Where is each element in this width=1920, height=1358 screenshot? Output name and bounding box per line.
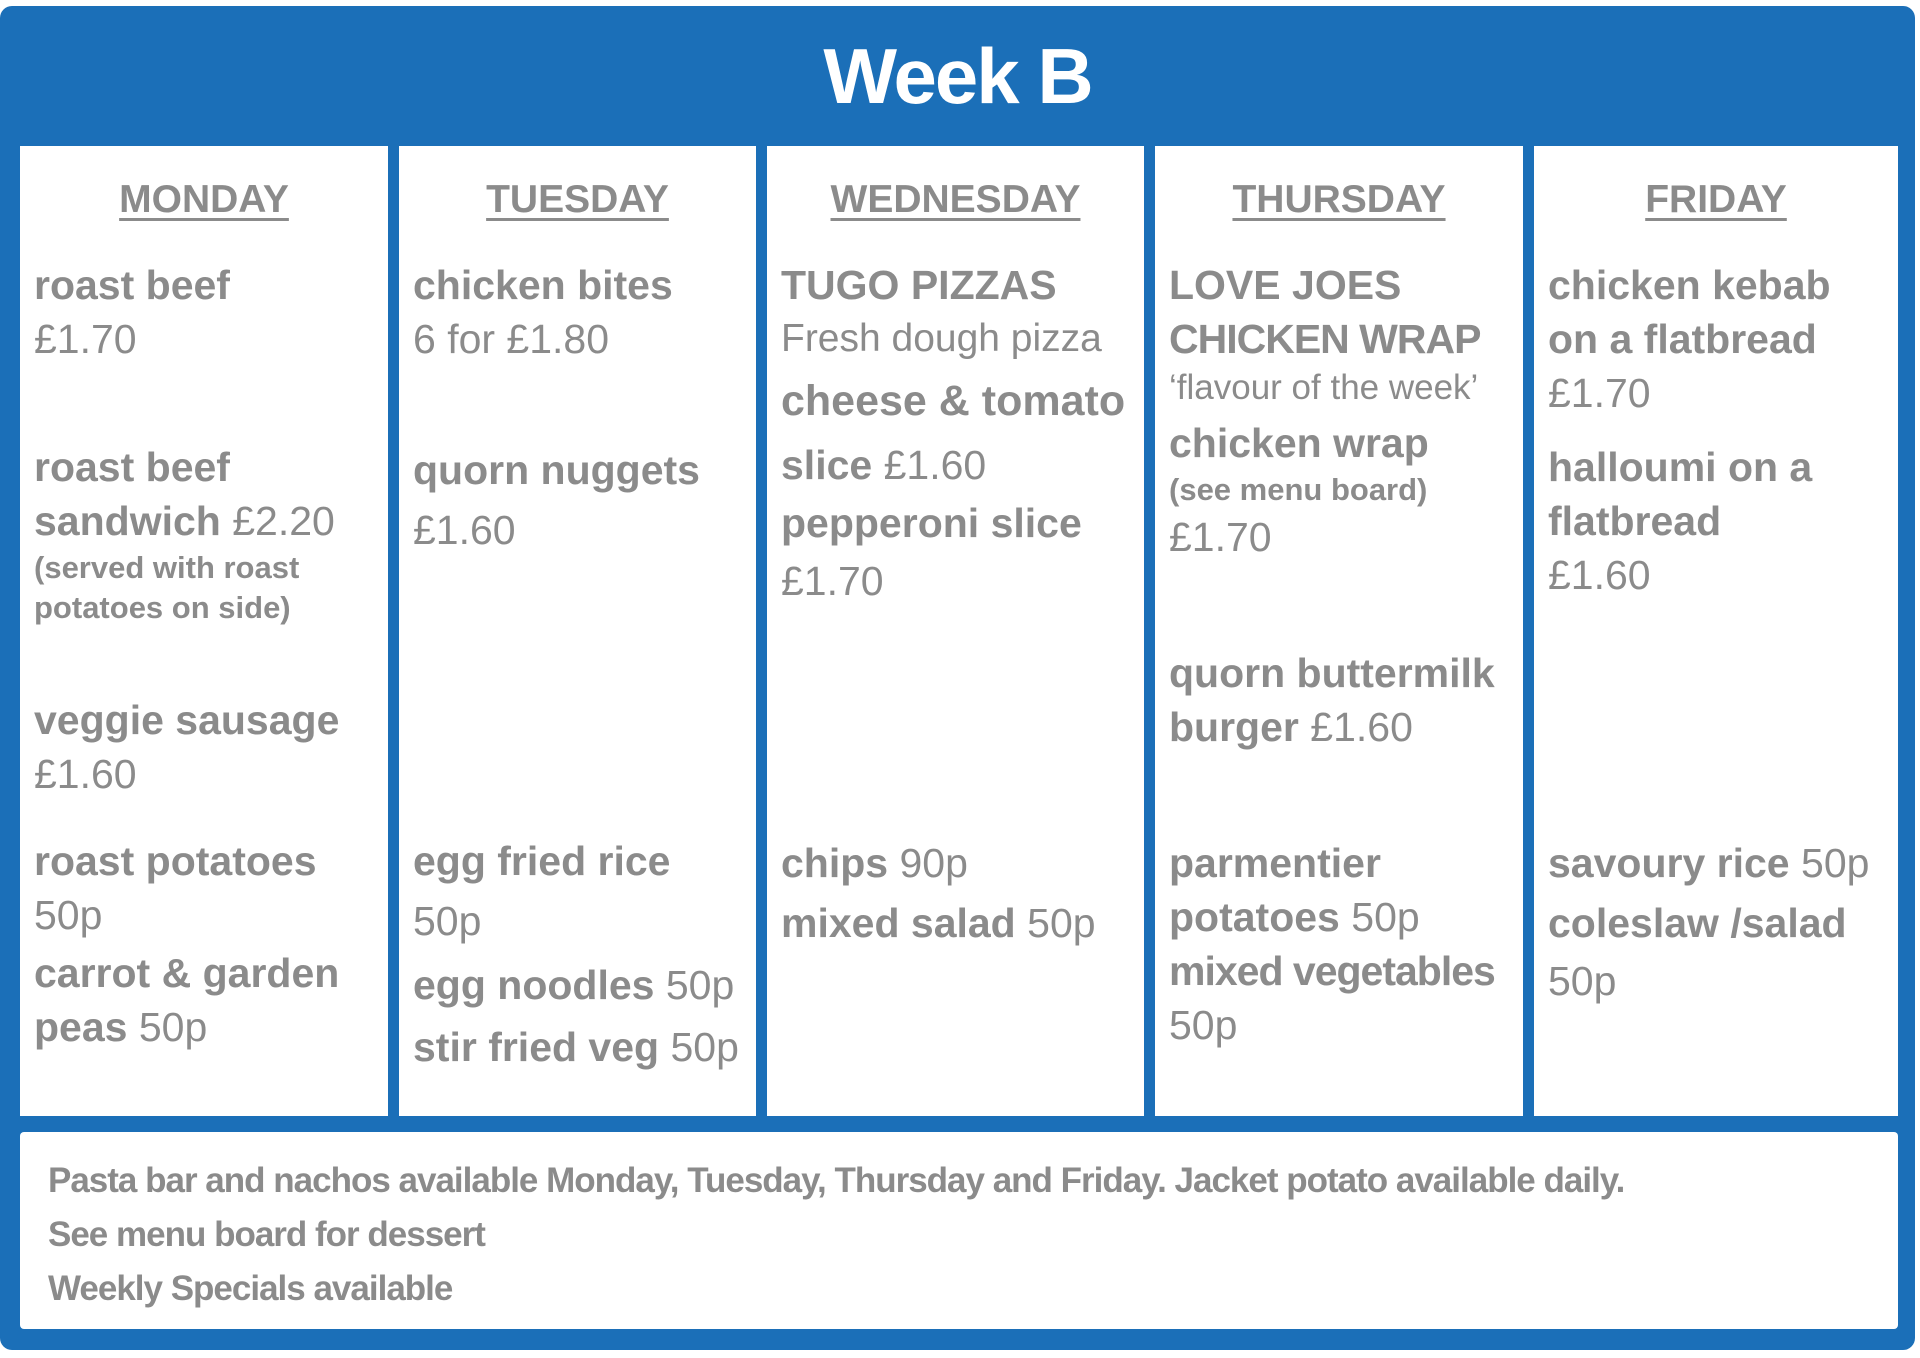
menu-item-veggie-sausage: veggie sausage £1.60 (34, 697, 340, 797)
menu-item-roast-beef: roast beef £1.70 (34, 262, 230, 362)
menu-item-roast-beef-sandwich: roast beef sandwich £2.20 (served with r… (34, 444, 335, 625)
menu-item-egg-fried-rice: egg fried rice 50p (413, 838, 671, 944)
day-heading-monday: MONDAY (119, 178, 289, 221)
footer-line-specials: Weekly Specials available (48, 1269, 453, 1308)
menu-item-egg-noodles: egg noodles 50p (413, 962, 735, 1008)
day-heading-wednesday: WEDNESDAY (830, 178, 1081, 221)
menu-item-coleslaw-salad: coleslaw /salad 50p (1548, 900, 1847, 1004)
column-thursday: THURSDAY LOVE JOES CHICKEN WRAP ‘flavour… (1155, 146, 1523, 1116)
column-monday: MONDAY roast beef £1.70 roast beef sandw… (20, 146, 388, 1116)
day-heading-friday: FRIDAY (1645, 178, 1787, 221)
menu-item-chicken-bites: chicken bites 6 for £1.80 (413, 262, 673, 362)
menu-item-roast-potatoes: roast potatoes 50p (34, 838, 317, 938)
day-heading-thursday: THURSDAY (1232, 178, 1446, 221)
menu-item-quorn-nuggets: quorn nuggets £1.60 (413, 447, 700, 553)
menu-item-quorn-buttermilk-burger: quorn buttermilk burger £1.60 (1169, 650, 1495, 750)
menu-item-chips: chips 90p (781, 840, 968, 886)
page-title: Week B (823, 31, 1093, 120)
menu-item-stir-fried-veg: stir fried veg 50p (413, 1024, 739, 1070)
footer-line-pasta-bar: Pasta bar and nachos available Monday, T… (48, 1161, 1625, 1200)
menu-item-parmentier-potatoes: parmentier potatoes 50p (1169, 840, 1420, 940)
column-tuesday: TUESDAY chicken bites 6 for £1.80 quorn … (399, 146, 756, 1116)
menu-item-mixed-vegetables: mixed vegetables 50p (1169, 948, 1496, 1048)
menu-item-carrot-peas: carrot & garden peas 50p (34, 950, 340, 1050)
day-heading-tuesday: TUESDAY (486, 178, 669, 221)
menu-item-tugo-pizzas: TUGO PIZZAS Fresh dough pizza (781, 262, 1102, 360)
footer-line-dessert: See menu board for dessert (48, 1215, 486, 1254)
menu-item-love-joes-chicken-wrap: LOVE JOES CHICKEN WRAP ‘flavour of the w… (1169, 262, 1481, 407)
menu-item-halloumi-flatbread: halloumi on a flatbread £1.60 (1548, 444, 1813, 598)
menu-item-savoury-rice: savoury rice 50p (1548, 840, 1870, 886)
menu-item-chicken-wrap: chicken wrap (see menu board) £1.70 (1169, 420, 1429, 560)
menu-item-cheese-tomato-slice: cheese & tomato slice £1.60 (781, 377, 1126, 488)
menu-item-chicken-kebab: chicken kebab on a flatbread £1.70 (1548, 262, 1831, 416)
column-wednesday: WEDNESDAY TUGO PIZZAS Fresh dough pizza … (767, 146, 1144, 1116)
footer-notes: Pasta bar and nachos available Monday, T… (20, 1132, 1898, 1329)
menu-item-pepperoni-slice: pepperoni slice £1.70 (781, 500, 1082, 604)
column-friday: FRIDAY chicken kebab on a flatbread £1.7… (1534, 146, 1898, 1116)
menu-item-mixed-salad: mixed salad 50p (781, 900, 1096, 946)
